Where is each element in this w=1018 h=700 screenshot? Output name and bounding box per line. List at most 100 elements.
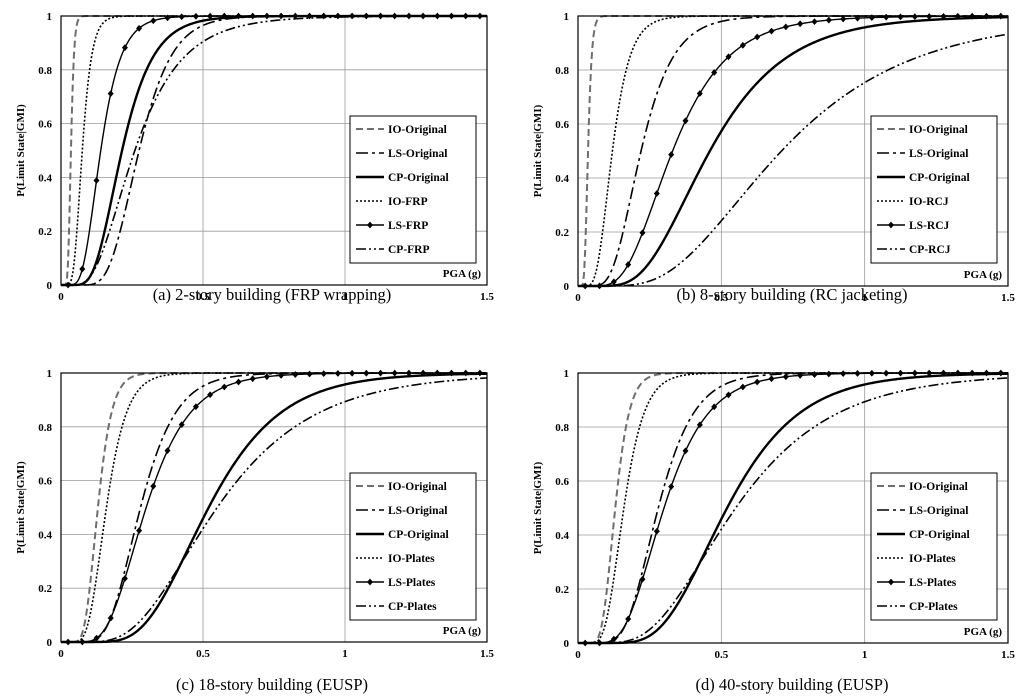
x-tick-label: 1.5 <box>480 648 494 660</box>
legend-label: LS-Original <box>909 505 968 517</box>
y-tick-label: 0.6 <box>38 476 52 488</box>
series-point <box>192 403 199 411</box>
series-point <box>121 44 128 52</box>
series-point <box>711 403 718 411</box>
series-point <box>292 371 299 378</box>
series-point <box>696 90 703 97</box>
y-tick-label: 0.4 <box>38 529 52 541</box>
y-tick-label: 0 <box>564 638 570 650</box>
x-tick-label: 1.5 <box>1001 649 1015 661</box>
series-point <box>682 447 689 455</box>
series-point <box>107 614 114 622</box>
x-axis-label: PGA (g) <box>443 625 482 637</box>
legend-marker <box>367 221 373 229</box>
series-point <box>782 373 789 381</box>
legend-label: CP-Plates <box>388 601 437 613</box>
legend-marker <box>888 221 894 229</box>
x-axis-label: PGA (g) <box>964 269 1003 281</box>
series-line-cp-original <box>577 15 1009 288</box>
series-point <box>221 383 228 391</box>
series-point <box>797 371 804 379</box>
chart-panel-3: 0 0.2 0.4 0.6 0.8 1 0 0.5 1 1.5 IO-Original LS-Orig… <box>15 368 494 694</box>
x-tick-label: 0 <box>575 292 581 304</box>
x-tick-label: 1 <box>862 649 868 661</box>
series-line-cp-rcj <box>578 33 1009 287</box>
series-line-cp-original <box>577 372 1009 645</box>
series-line-io-original <box>578 372 1008 644</box>
plot-area-border <box>60 372 488 643</box>
y-axis-label: P(Limit State|GMI) <box>532 461 544 554</box>
y-tick-label: 0.8 <box>38 65 52 77</box>
y-tick-label: 0.8 <box>555 422 569 434</box>
series-point <box>854 14 861 22</box>
series-point <box>178 421 185 429</box>
y-tick-label: 0.4 <box>38 172 52 184</box>
series-point <box>178 13 185 21</box>
x-tick-label: 1.5 <box>1001 292 1015 304</box>
series-point <box>164 447 171 454</box>
series-point <box>668 483 675 490</box>
chart-panel-4: 0 0.2 0.4 0.6 0.8 1 0 0.5 1 1.5 IO-Original LS-Orig… <box>532 368 1015 694</box>
legend-label: IO-RCJ <box>909 196 949 208</box>
series-point <box>249 375 256 383</box>
series-point <box>639 575 646 583</box>
series-point <box>306 370 313 378</box>
x-tick-label: 0 <box>575 649 581 661</box>
y-tick-label: 1 <box>564 11 570 23</box>
chart-panel-2: 0 0.2 0.4 0.6 0.8 1 0 0.5 1 1.5 IO-Original LS-Orig… <box>532 11 1015 304</box>
series-point <box>782 23 789 31</box>
series-line-cp-plates <box>578 377 1009 644</box>
y-axis-label: P(Limit State|GMI) <box>532 104 544 197</box>
series-point <box>610 635 617 643</box>
plot-area-border <box>60 15 488 286</box>
legend-label: CP-Original <box>909 529 970 541</box>
series-point <box>150 482 157 490</box>
series-point <box>93 177 100 184</box>
chart-caption: (c) 18-story building (EUSP) <box>176 675 368 694</box>
y-tick-label: 0.4 <box>555 530 569 542</box>
series-point <box>164 14 171 22</box>
chart-caption: (a) 2-story building (FRP wrapping) <box>153 285 392 304</box>
series-point <box>320 370 327 378</box>
legend-label: CP-Original <box>388 172 449 184</box>
series-point <box>610 278 617 286</box>
y-tick-label: 0.6 <box>555 119 569 131</box>
series-point <box>263 373 270 381</box>
y-tick-label: 0.2 <box>38 226 52 238</box>
legend-label: IO-Plates <box>388 553 435 565</box>
y-axis-label: P(Limit State|GMI) <box>15 461 27 554</box>
x-tick-label: 0.5 <box>714 649 728 661</box>
legend-label: CP-RCJ <box>909 244 951 256</box>
series-point <box>711 69 718 76</box>
series-point <box>107 90 114 97</box>
x-tick-label: 0.5 <box>196 648 210 660</box>
legend-marker <box>888 578 894 586</box>
y-tick-label: 0.2 <box>38 583 52 595</box>
legend-box <box>870 472 998 621</box>
series-point <box>825 370 832 378</box>
legend-label: LS-Original <box>909 148 968 160</box>
y-tick-label: 0.8 <box>555 65 569 77</box>
y-tick-label: 0.4 <box>555 173 569 185</box>
y-tick-label: 0.2 <box>555 584 569 596</box>
legend-label: IO-FRP <box>388 196 428 208</box>
legend-label: IO-Original <box>909 124 968 136</box>
legend-label: LS-Original <box>388 505 447 517</box>
y-tick-label: 0 <box>564 281 570 293</box>
chart-caption: (d) 40-story building (EUSP) <box>696 675 889 694</box>
x-tick-label: 1 <box>342 291 348 303</box>
y-tick-label: 1 <box>47 368 53 380</box>
legend-label: LS-Plates <box>388 577 436 589</box>
series-point <box>150 17 157 25</box>
series-point <box>725 53 732 61</box>
series-point <box>754 378 761 386</box>
x-tick-label: 1 <box>342 648 348 660</box>
series-point <box>278 371 285 379</box>
legend-label: CP-Original <box>909 172 970 184</box>
series-point <box>897 13 904 21</box>
series-point <box>768 375 775 383</box>
series-point <box>696 421 703 429</box>
legend-label: LS-Plates <box>909 577 957 589</box>
